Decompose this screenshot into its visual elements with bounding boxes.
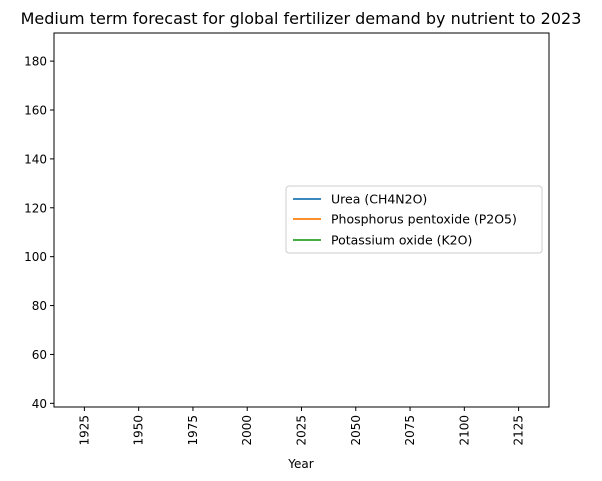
- x-tick-label: 2100: [457, 415, 471, 446]
- x-tick-label: 1975: [186, 415, 200, 446]
- y-tick-label: 180: [24, 55, 47, 69]
- legend-entry-potassium-oxide: Potassium oxide (K2O): [331, 233, 472, 248]
- y-tick-label: 80: [32, 299, 47, 313]
- x-tick-label: 2025: [295, 415, 309, 446]
- x-axis: 1925 1950 1975 2000 2025 2050 2075 2100 2125: [77, 407, 526, 446]
- x-tick-label: 1950: [132, 415, 146, 446]
- y-tick-label: 40: [32, 397, 47, 411]
- legend-box: [285, 185, 543, 254]
- y-tick-label: 140: [24, 152, 47, 166]
- y-axis: 40 60 80 100 120 140 160 180: [24, 55, 54, 411]
- chart-title: Medium term forecast for global fertiliz…: [21, 9, 582, 28]
- y-tick-label: 160: [24, 104, 47, 118]
- y-tick-label: 120: [24, 201, 47, 215]
- y-tick-label: 60: [32, 348, 47, 362]
- legend-entry-phosphorus-pentoxide: Phosphorus pentoxide (P2O5): [331, 212, 517, 227]
- x-axis-label: Year: [287, 457, 313, 471]
- x-tick-label: 2050: [349, 415, 363, 446]
- x-tick-label: 2075: [403, 415, 417, 446]
- y-tick-label: 100: [24, 250, 47, 264]
- x-tick-label: 1925: [77, 415, 91, 446]
- x-tick-label: 2125: [512, 415, 526, 446]
- x-tick-label: 2000: [240, 415, 254, 446]
- legend: Urea (CH4N2O) Phosphorus pentoxide (P2O5…: [285, 185, 543, 254]
- legend-entry-urea: Urea (CH4N2O): [331, 192, 427, 207]
